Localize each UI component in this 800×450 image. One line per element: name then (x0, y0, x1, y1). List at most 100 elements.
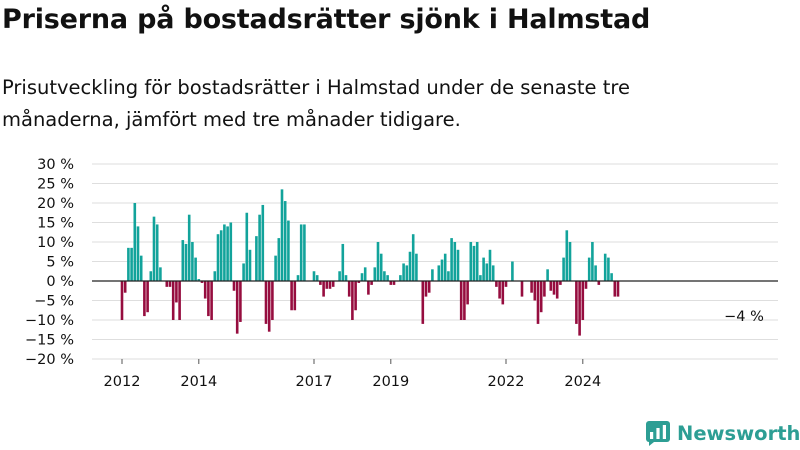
bar (248, 249, 252, 281)
bar (338, 271, 341, 281)
bar (197, 279, 201, 281)
bar (149, 271, 153, 281)
x-tick-label: 2024 (564, 374, 601, 390)
bar (133, 203, 137, 281)
bar (123, 281, 127, 293)
x-tick-label: 2019 (372, 374, 409, 390)
bar (421, 281, 425, 324)
bar (347, 281, 351, 297)
bar (479, 275, 482, 281)
bar (213, 271, 217, 281)
bar (207, 281, 210, 317)
bar (360, 273, 364, 281)
bar (341, 243, 345, 281)
bar (383, 271, 386, 281)
bar (402, 263, 405, 281)
bar (130, 247, 133, 281)
bar (171, 281, 175, 320)
bar (312, 271, 316, 281)
bar (581, 281, 585, 320)
y-tick-label: 0 % (46, 274, 74, 290)
bar (469, 242, 473, 281)
bar (184, 243, 188, 281)
bar (194, 257, 197, 281)
bar (296, 275, 300, 281)
bar (159, 267, 162, 281)
bar (229, 222, 233, 281)
x-tick-label: 2014 (180, 374, 217, 390)
bar (543, 281, 546, 297)
bar (242, 263, 245, 281)
bar (437, 265, 441, 281)
bar (549, 281, 553, 291)
bar (456, 249, 460, 281)
bar (463, 281, 466, 320)
bar (245, 212, 249, 281)
bar (146, 281, 149, 313)
bar (261, 204, 265, 281)
bar (415, 253, 418, 281)
bar (520, 281, 524, 297)
bar (408, 251, 412, 281)
bar (331, 281, 335, 287)
bar (232, 281, 236, 291)
bars (120, 189, 620, 336)
bar (344, 275, 348, 281)
bar (181, 240, 185, 281)
bar (568, 242, 572, 281)
bar (475, 242, 479, 281)
bar (168, 281, 172, 287)
bar (399, 275, 402, 281)
annotation-label: −4 % (724, 309, 764, 325)
bar (325, 281, 329, 289)
bar (319, 281, 322, 285)
bar (411, 234, 415, 281)
bar (223, 224, 226, 281)
bar (450, 238, 453, 281)
y-tick-label: −10 % (25, 313, 74, 329)
bar (379, 253, 383, 281)
bar (267, 281, 271, 332)
bar (120, 281, 124, 320)
bar (555, 281, 559, 299)
bar (610, 273, 613, 281)
bar (453, 242, 457, 281)
y-tick-label: −5 % (34, 294, 74, 310)
bar (459, 281, 463, 320)
bar (504, 281, 508, 287)
bar (271, 281, 274, 320)
bar (530, 281, 533, 293)
bar (239, 281, 242, 322)
bar (203, 281, 207, 299)
gridlines (92, 163, 778, 360)
y-tick-label: 25 % (37, 177, 74, 193)
bar (139, 255, 143, 281)
bar (175, 281, 178, 303)
bar (322, 281, 325, 297)
x-tick-label: 2017 (296, 374, 333, 390)
bar (373, 267, 377, 281)
bar (258, 214, 261, 281)
annotations: −4 % (724, 309, 764, 325)
bar (539, 281, 543, 313)
bar (427, 281, 431, 293)
bar (274, 255, 277, 281)
bar (482, 257, 485, 281)
bar (559, 281, 562, 285)
y-tick-label: 30 % (37, 157, 74, 173)
bar (290, 281, 293, 311)
bar (165, 281, 169, 287)
bar (440, 259, 444, 281)
bar (367, 281, 370, 295)
bar (155, 224, 159, 281)
bar (191, 242, 194, 281)
bar (216, 234, 220, 281)
bar (303, 224, 306, 281)
bar (613, 281, 617, 297)
bar (178, 281, 181, 320)
bar (219, 230, 223, 281)
bar (552, 281, 556, 295)
y-tick-label: −20 % (25, 352, 74, 368)
bar (127, 247, 130, 281)
